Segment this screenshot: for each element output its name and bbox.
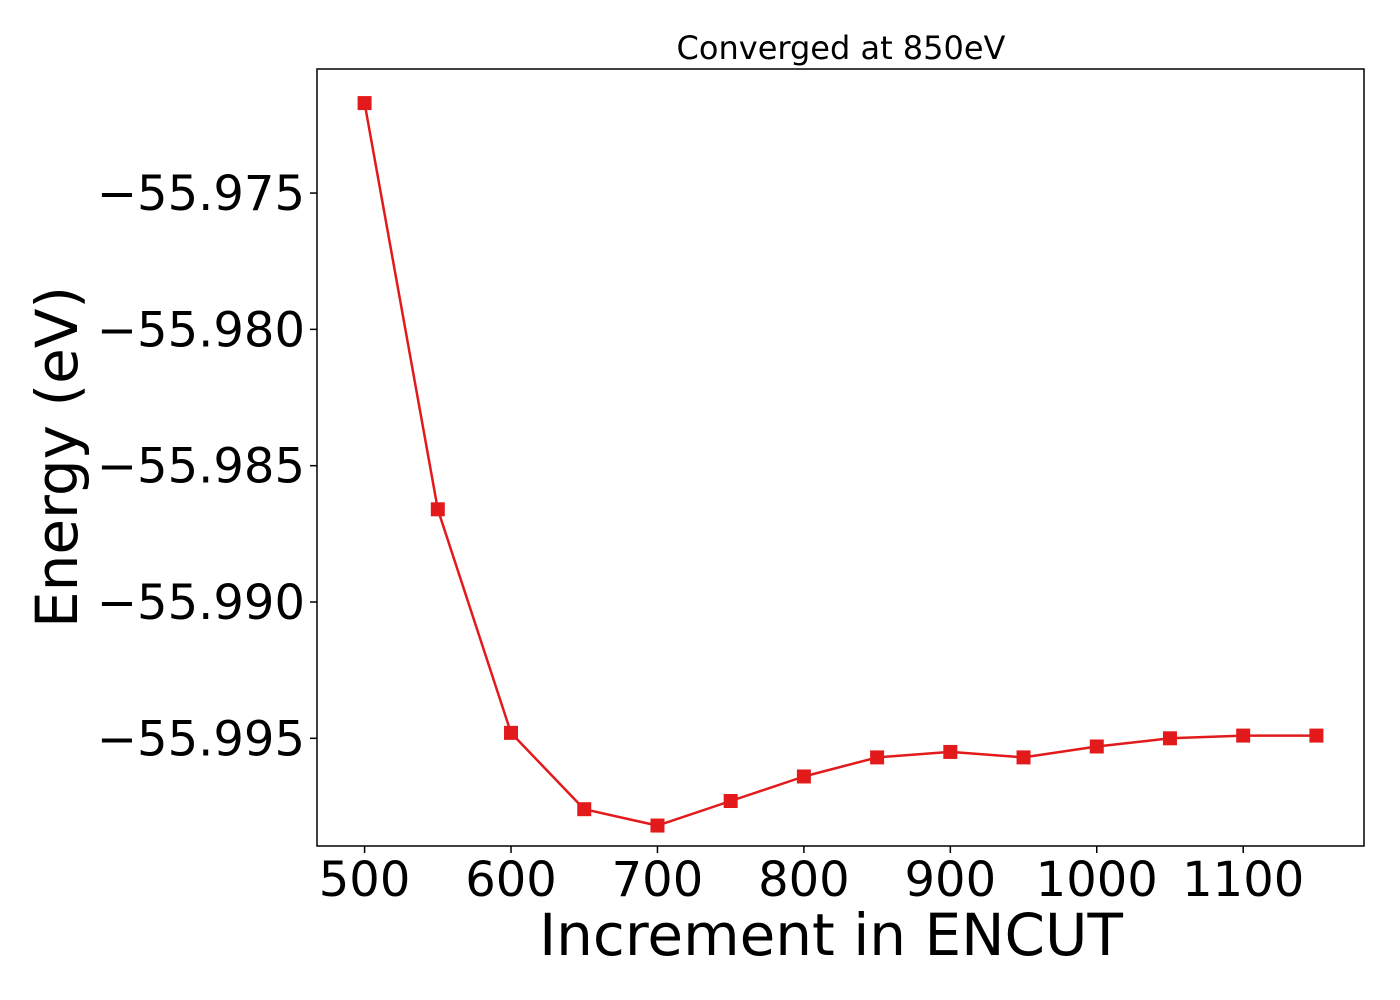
y-tick-label: −55.995 [97, 711, 305, 767]
data-point [577, 802, 592, 817]
y-axis-title: Energy (eV) [23, 286, 91, 628]
y-tick-label: −55.985 [97, 439, 305, 495]
data-point [504, 725, 519, 740]
data-point [870, 750, 885, 765]
x-tick-label: 1100 [1182, 852, 1304, 908]
x-axis: 500 600 700 800 900 1000 1100 [319, 846, 1304, 908]
data-point [723, 794, 738, 809]
data-point [1309, 728, 1324, 743]
x-tick-label: 800 [758, 852, 850, 908]
y-tick-label: −55.990 [97, 575, 305, 631]
y-tick-label: −55.975 [97, 166, 305, 222]
data-point [1016, 750, 1031, 765]
data-point [357, 96, 372, 111]
data-point [943, 744, 958, 759]
data-point [650, 818, 665, 833]
chart-title: Converged at 850eV [677, 29, 1006, 67]
data-point [1162, 731, 1177, 746]
x-tick-label: 1000 [1036, 852, 1158, 908]
data-point [1089, 739, 1104, 754]
series-line [363, 102, 1317, 827]
x-axis-title: Increment in ENCUT [539, 901, 1123, 969]
series-layer [357, 96, 1324, 833]
data-point [796, 769, 811, 784]
x-tick-label: 700 [612, 852, 704, 908]
plot-area [316, 68, 1365, 847]
x-tick-label: 900 [905, 852, 997, 908]
data-point [430, 502, 445, 517]
x-tick-label: 600 [465, 852, 557, 908]
y-tick-label: −55.980 [97, 302, 305, 358]
y-axis: −55.975 −55.980 −55.985 −55.990 −55.995 [97, 166, 317, 767]
data-point [1236, 728, 1251, 743]
x-tick-label: 500 [319, 852, 411, 908]
